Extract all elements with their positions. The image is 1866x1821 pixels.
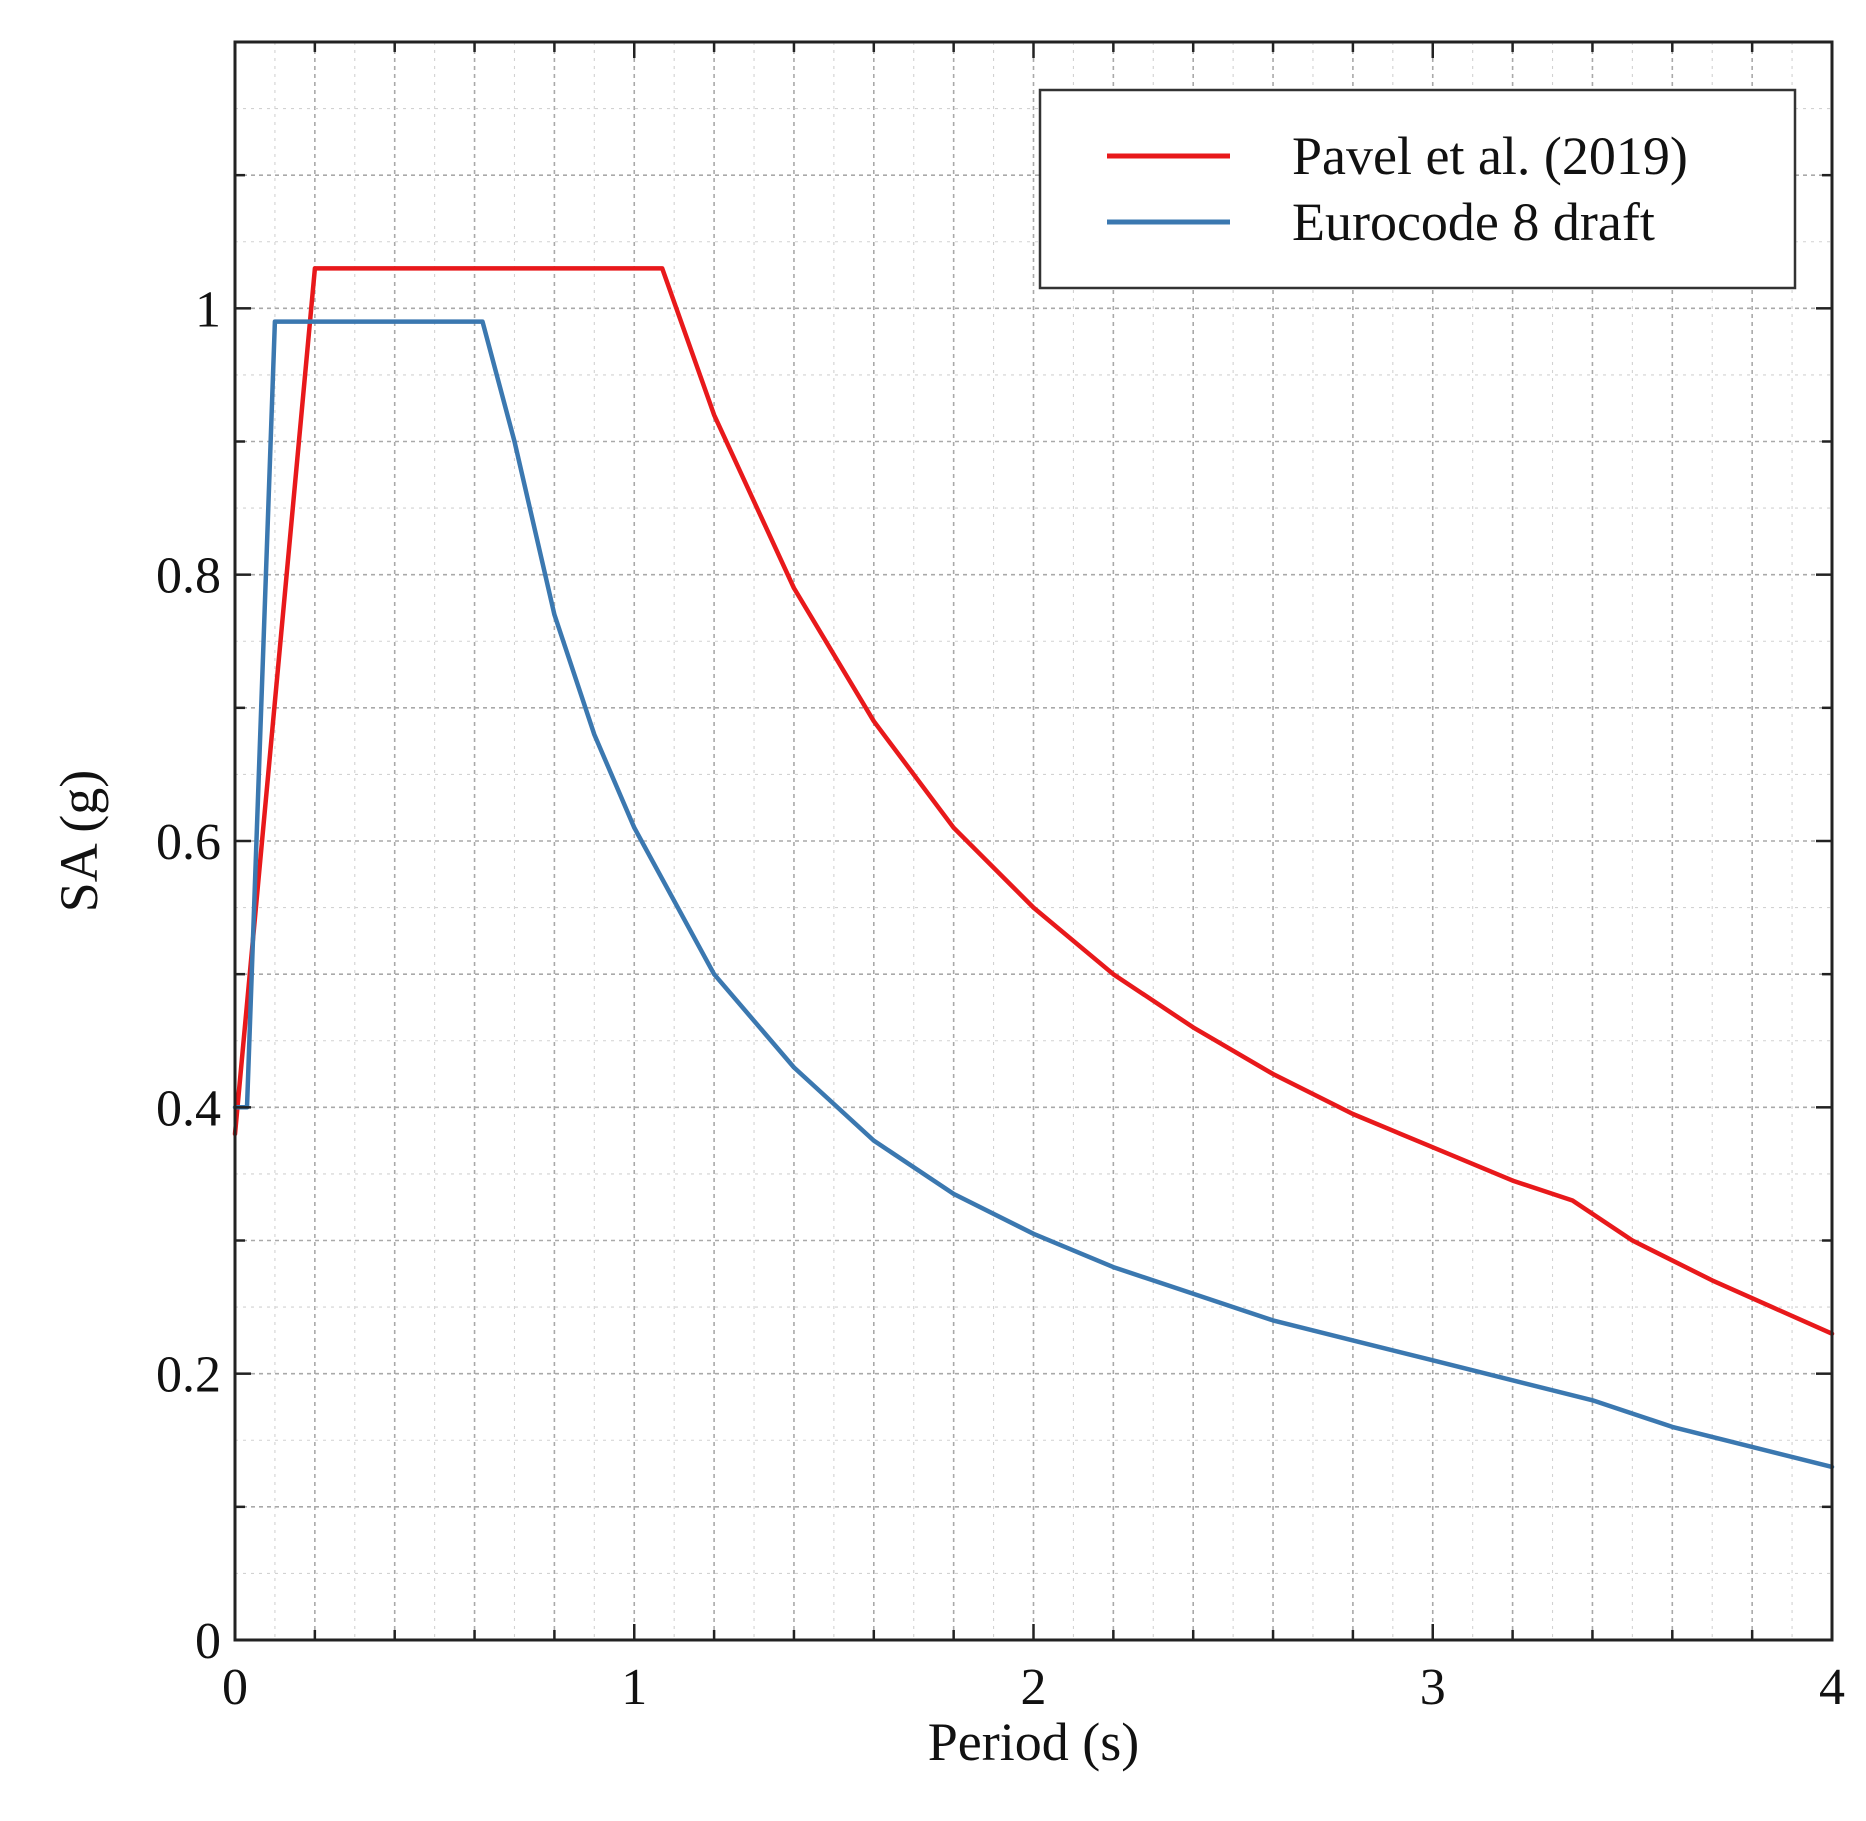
tick-layer	[233, 40, 1834, 1642]
series-line-pavel-2019	[232, 266, 1835, 1336]
y-tick-label: 0.6	[156, 814, 221, 871]
legend-layer: Pavel et al. (2019)Eurocode 8 draft	[1038, 88, 1797, 290]
series-line-eurocode-8-draft	[232, 319, 1835, 1470]
x-tick-label: 0	[222, 1659, 248, 1716]
x-tick-label: 2	[1021, 1659, 1047, 1716]
y-tick-label: 0.4	[156, 1080, 221, 1137]
legend-label-eurocode-8-draft: Eurocode 8 draft	[1292, 192, 1655, 252]
series-layer	[232, 266, 1835, 1470]
legend-label-pavel-2019: Pavel et al. (2019)	[1292, 126, 1688, 186]
y-tick-label: 1	[195, 281, 221, 338]
label-layer: 0 1 2 3 4 0 0.2 0.4 0.6 0.8 1	[156, 281, 1845, 1716]
x-axis-title: Period (s)	[928, 1712, 1139, 1772]
x-tick-label: 3	[1420, 1659, 1446, 1716]
y-tick-label: 0	[195, 1613, 221, 1670]
x-tick-label: 1	[621, 1659, 647, 1716]
y-tick-label: 0.8	[156, 548, 221, 605]
y-tick-label: 0.2	[156, 1347, 221, 1404]
y-axis-title: SA (g)	[49, 770, 109, 913]
x-tick-label: 4	[1819, 1659, 1845, 1716]
legend-box	[1038, 88, 1797, 290]
